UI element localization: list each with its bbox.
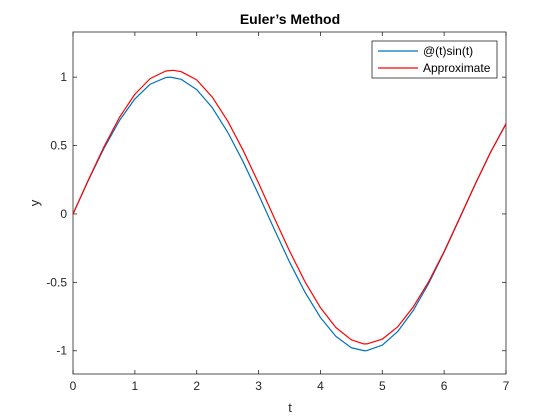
x-tick-label: 1: [132, 379, 139, 393]
chart-title: Euler’s Method: [240, 11, 340, 27]
x-axis-label: t: [288, 400, 292, 415]
y-tick-label: 1: [60, 70, 67, 84]
x-tick-label: 7: [503, 379, 510, 393]
series-layer: [72, 69, 507, 352]
plot-area: 0 1 2 3 4 5 6 7 -1 -0.5 0 0.5 1: [46, 31, 510, 393]
series-line-0: [72, 76, 507, 352]
x-tick-label: 3: [255, 379, 262, 393]
y-tick-label: -1: [56, 344, 67, 358]
x-tick-label: 2: [193, 379, 200, 393]
legend-label-0: @(t)sin(t): [423, 44, 473, 58]
legend: @(t)sin(t) Approximate: [371, 40, 498, 79]
x-tick-label: 0: [70, 379, 77, 393]
series-line-1: [72, 69, 507, 345]
y-tick-label: -0.5: [46, 275, 67, 289]
x-tick-label: 6: [441, 379, 448, 393]
x-axis: 0 1 2 3 4 5 6 7: [70, 32, 510, 393]
x-tick-label: 4: [317, 379, 324, 393]
axes-box: [72, 31, 507, 375]
legend-box: [371, 40, 498, 79]
x-tick-label: 5: [379, 379, 386, 393]
y-tick-label: 0.5: [50, 139, 67, 153]
legend-label-1: Approximate: [423, 61, 491, 75]
y-axis-label: y: [27, 199, 42, 206]
legend-item-0: @(t)sin(t): [378, 44, 473, 58]
legend-item-1: Approximate: [378, 61, 491, 75]
y-axis: -1 -0.5 0 0.5 1: [46, 70, 506, 358]
y-tick-label: 0: [60, 207, 67, 221]
